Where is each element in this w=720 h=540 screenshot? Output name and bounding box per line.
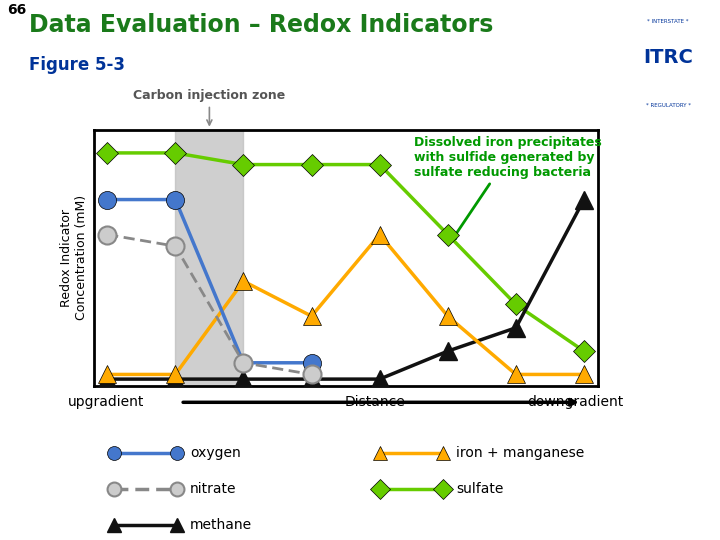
Text: methane: methane (190, 518, 252, 532)
Text: * REGULATORY *: * REGULATORY * (646, 103, 690, 108)
Text: Carbon injection zone: Carbon injection zone (133, 89, 286, 125)
Text: nitrate: nitrate (190, 482, 236, 496)
Text: 66: 66 (7, 3, 27, 17)
Text: oxygen: oxygen (190, 446, 240, 460)
Y-axis label: Redox Indicator
Concentration (mM): Redox Indicator Concentration (mM) (60, 195, 88, 320)
Text: iron + manganese: iron + manganese (456, 446, 584, 460)
Text: Data Evaluation – Redox Indicators: Data Evaluation – Redox Indicators (29, 13, 493, 37)
Text: Dissolved iron precipitates
with sulfide generated by
sulfate reducing bacteria: Dissolved iron precipitates with sulfide… (414, 136, 601, 241)
Text: upgradient: upgradient (68, 395, 145, 409)
Bar (176, 130, 243, 386)
Text: * INTERSTATE *: * INTERSTATE * (647, 19, 689, 24)
Text: Distance: Distance (345, 395, 405, 409)
Text: downgradient: downgradient (527, 395, 623, 409)
Text: Figure 5-3: Figure 5-3 (29, 56, 125, 74)
Text: ITRC: ITRC (643, 48, 693, 66)
Text: sulfate: sulfate (456, 482, 503, 496)
